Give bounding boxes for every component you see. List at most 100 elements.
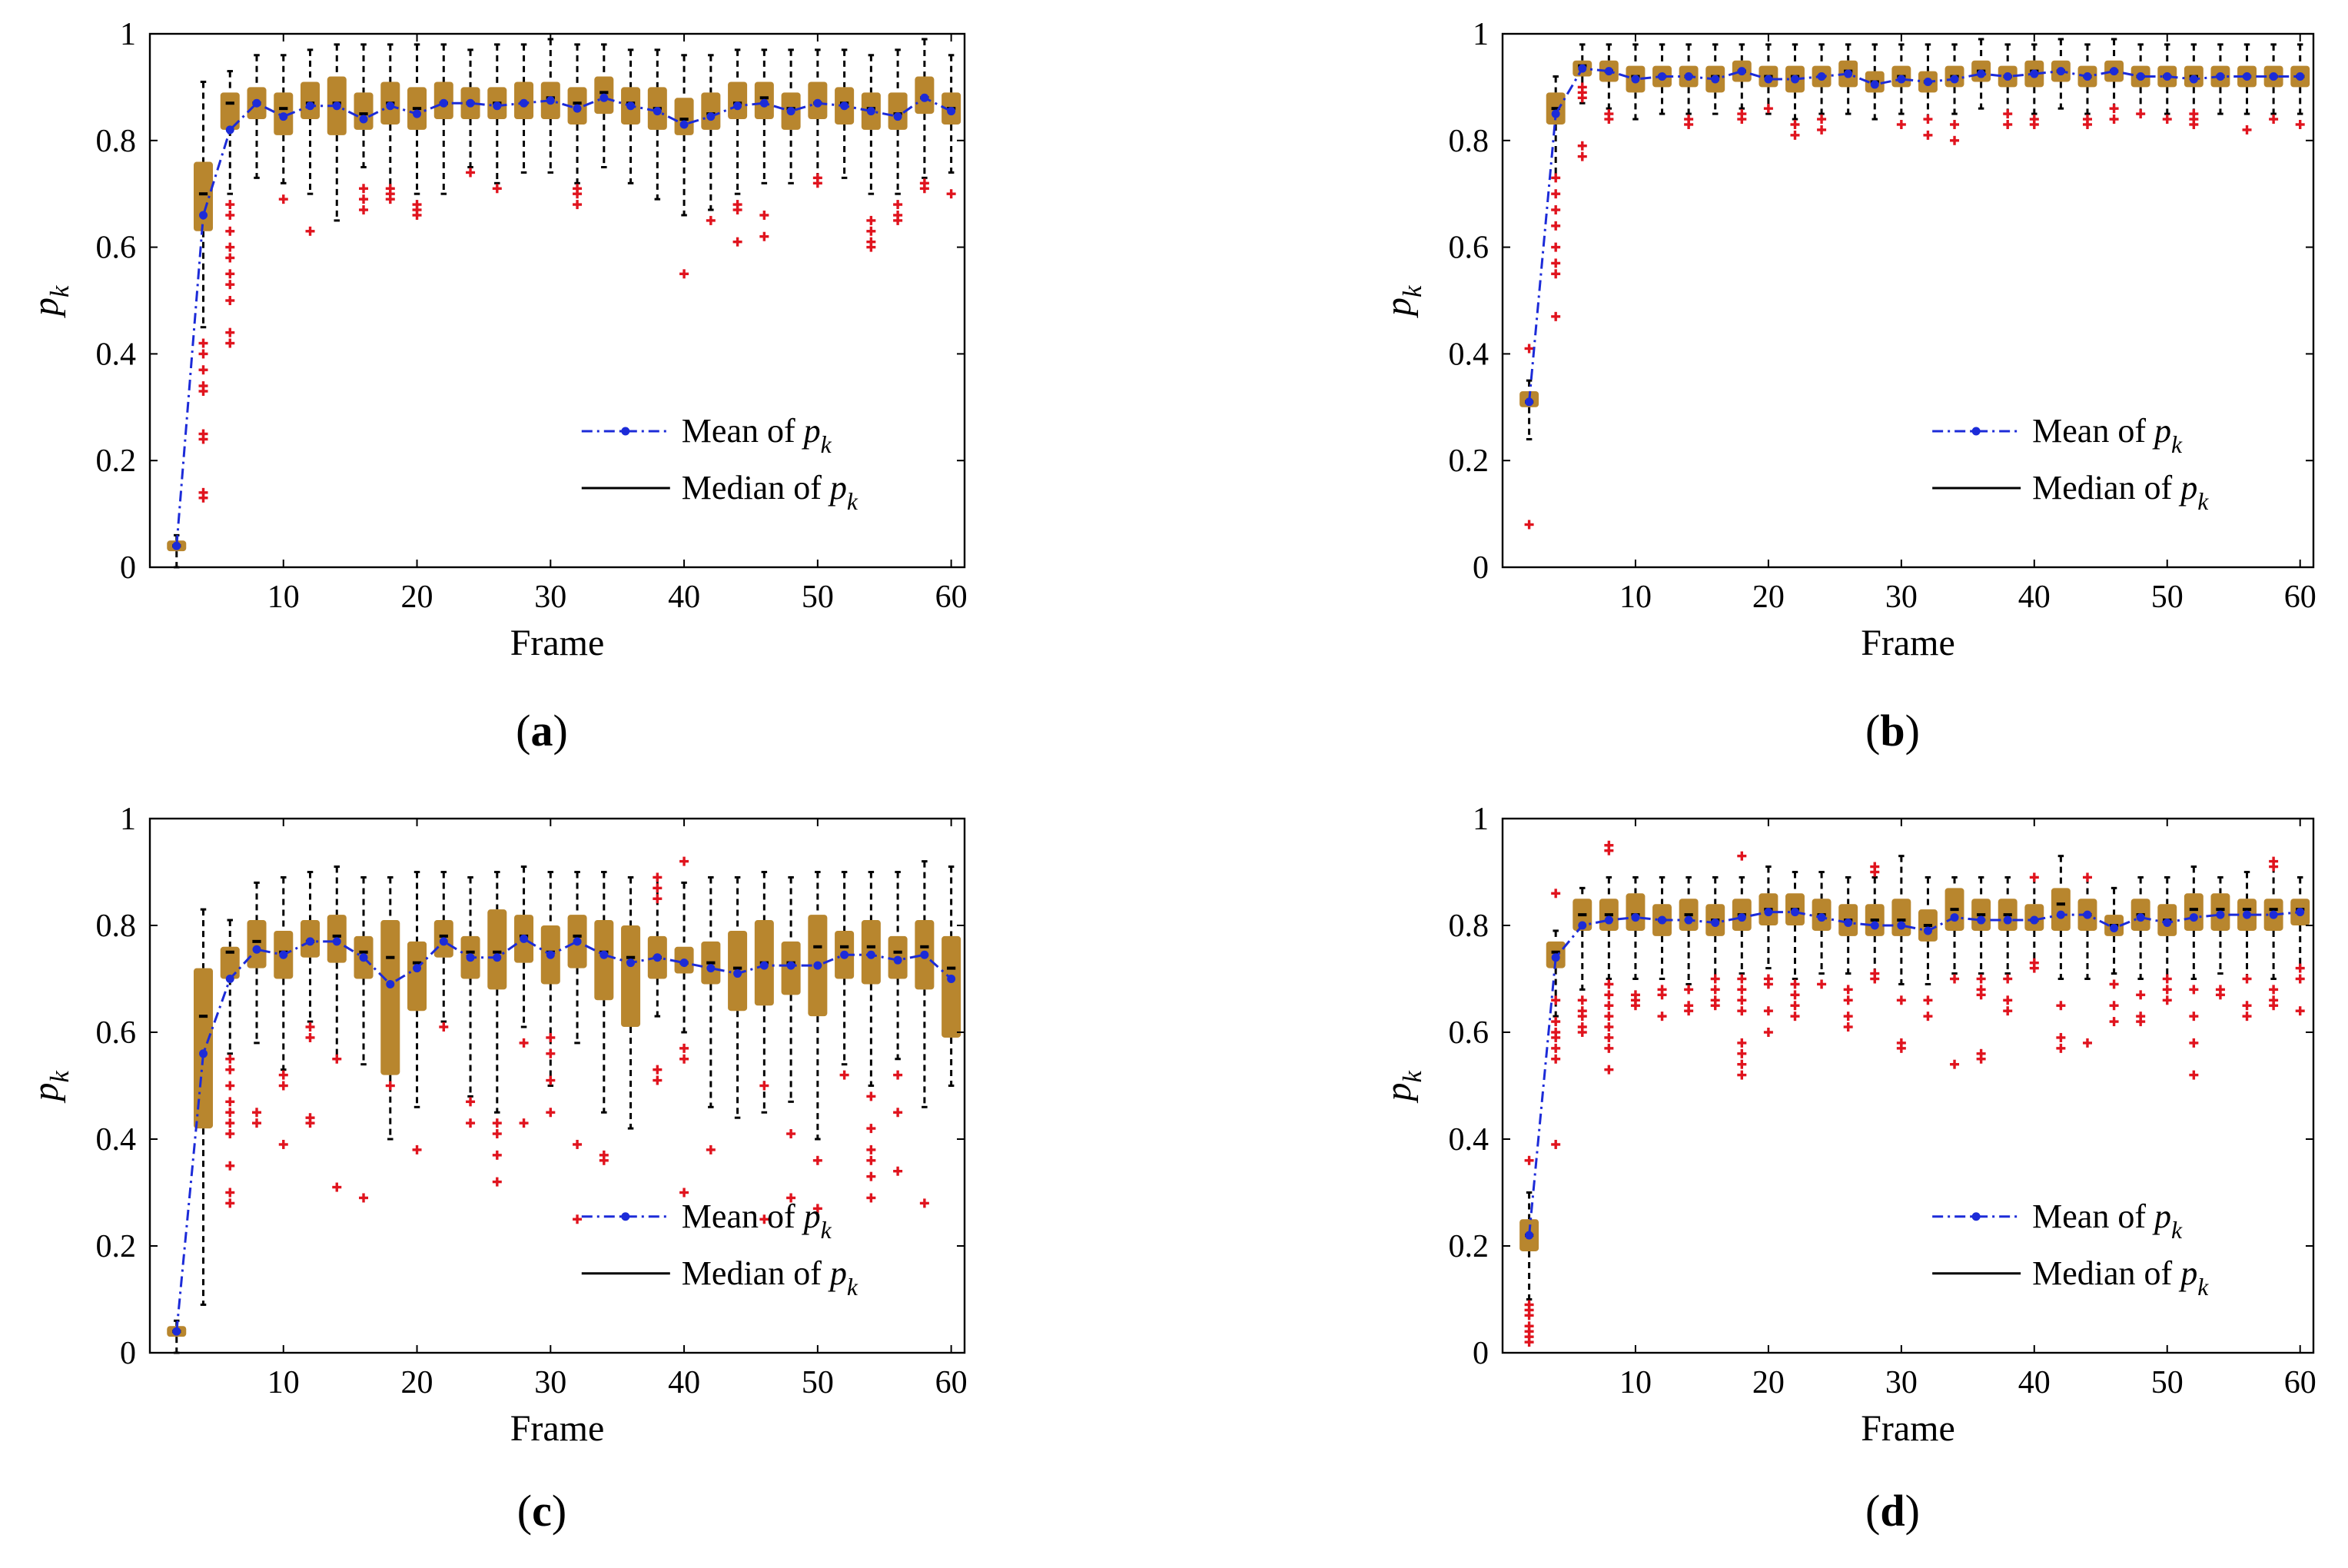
- outlier-point: [1551, 1054, 1561, 1064]
- outlier-point: [1976, 990, 1986, 1000]
- mean-point: [1790, 75, 1799, 84]
- outlier-point: [252, 1108, 262, 1118]
- mean-point: [1977, 915, 1986, 925]
- mean-series-line: [1528, 67, 2300, 402]
- x-tick-label: 50: [2151, 580, 2184, 615]
- outlier-point: [893, 1070, 903, 1080]
- outlier-point: [278, 1081, 288, 1091]
- outlier-point: [1684, 119, 1694, 129]
- outlier-point: [2162, 995, 2172, 1005]
- y-tick-label: 0.6: [96, 231, 137, 266]
- outlier-point: [1684, 985, 1694, 995]
- outlier-point: [305, 1032, 315, 1042]
- mean-point: [439, 937, 448, 946]
- x-axis-label: Frame: [1861, 1408, 1955, 1449]
- mean-point: [279, 112, 288, 121]
- outlier-point: [573, 200, 583, 210]
- outlier-point: [893, 1108, 903, 1118]
- mean-point: [1817, 72, 1826, 81]
- mean-point: [466, 98, 475, 108]
- legend-median-label: Median of pk: [682, 469, 858, 515]
- outlier-point: [546, 1075, 556, 1085]
- outlier-point: [225, 338, 235, 348]
- legend-mean-label: Mean of pk: [682, 1198, 832, 1244]
- outlier-point: [893, 215, 903, 225]
- mean-point: [653, 107, 662, 116]
- mean-point: [866, 950, 875, 959]
- mean-point: [413, 964, 422, 973]
- outlier-point: [2056, 1032, 2066, 1042]
- mean-point: [2296, 908, 2305, 917]
- outlier-point: [2029, 963, 2039, 973]
- outlier-point: [1950, 135, 1960, 145]
- y-tick-label: 0: [1473, 550, 1489, 586]
- outlier-point: [573, 1139, 583, 1149]
- outlier-point: [225, 210, 235, 220]
- outlier-point: [1551, 205, 1561, 215]
- mean-point: [2110, 923, 2119, 932]
- outlier-point: [866, 1124, 876, 1134]
- outlier-point: [225, 296, 235, 305]
- mean-point: [599, 950, 609, 959]
- x-axis-label: Frame: [1861, 623, 1955, 663]
- outlier-point: [2269, 1001, 2279, 1011]
- mean-point: [840, 101, 849, 111]
- mean-point: [225, 975, 234, 983]
- outlier-point: [278, 194, 288, 204]
- box-iqr: [621, 925, 641, 1028]
- outlier-point: [1896, 1043, 1906, 1053]
- outlier-point: [1790, 979, 1800, 989]
- mean-point: [1658, 915, 1667, 925]
- outlier-point: [1577, 151, 1587, 161]
- outlier-point: [1896, 119, 1906, 129]
- outlier-point: [1604, 115, 1614, 125]
- outlier-point: [2082, 119, 2092, 129]
- y-axis-label-group: pk: [25, 285, 75, 318]
- outlier-point: [866, 1155, 876, 1165]
- outlier-point: [2003, 1006, 2013, 1016]
- outlier-point: [2215, 990, 2225, 1000]
- outlier-point: [786, 1193, 796, 1203]
- outlier-point: [466, 1097, 476, 1107]
- y-tick-label: 0: [1473, 1336, 1489, 1371]
- outlier-point: [412, 210, 422, 220]
- legend: Mean of pk Median of pk: [581, 1198, 858, 1301]
- outlier-point: [225, 253, 235, 263]
- mean-point: [1764, 75, 1773, 84]
- legend: Mean of pk Median of pk: [1932, 1198, 2209, 1301]
- x-tick-label: 30: [1885, 1365, 1918, 1400]
- outlier-point: [546, 1108, 556, 1118]
- outlier-point: [2189, 1012, 2199, 1022]
- outlier-point: [1923, 115, 1933, 125]
- legend-mean-label: Mean of pk: [682, 412, 832, 458]
- outlier-point: [732, 237, 742, 247]
- outlier-point: [2029, 119, 2039, 129]
- y-tick-label: 0.6: [1449, 231, 1490, 266]
- outlier-point: [2136, 1017, 2146, 1027]
- outlier-point: [2082, 1038, 2092, 1048]
- y-tick-label: 0.8: [96, 909, 137, 944]
- y-tick-label: 0.2: [1449, 443, 1490, 479]
- mean-point: [920, 93, 929, 102]
- outlier-point: [2189, 119, 2199, 129]
- outlier-point: [225, 280, 235, 290]
- mean-point: [2056, 67, 2065, 76]
- chart-panel-d: 0 0.2 0.4 0.6 0.8 1 10 20 30 40 50 60 Frame pk Mean of…: [1378, 802, 2316, 1536]
- outlier-point: [1604, 979, 1614, 989]
- outlier-point: [1604, 1065, 1614, 1075]
- outlier-point: [1657, 990, 1667, 1000]
- outlier-point: [2269, 115, 2279, 125]
- plot-frame: [148, 32, 966, 569]
- outlier-point: [893, 200, 903, 210]
- x-tick-label: 40: [2018, 580, 2051, 615]
- x-tick-label: 20: [401, 1365, 433, 1400]
- mean-point: [759, 961, 769, 970]
- mean-point: [1737, 67, 1746, 76]
- mean-point: [573, 104, 582, 113]
- outlier-point: [866, 215, 876, 225]
- mean-point: [306, 101, 315, 111]
- outlier-point: [1737, 995, 1747, 1005]
- mean-point: [546, 950, 555, 959]
- outlier-point: [812, 1155, 822, 1165]
